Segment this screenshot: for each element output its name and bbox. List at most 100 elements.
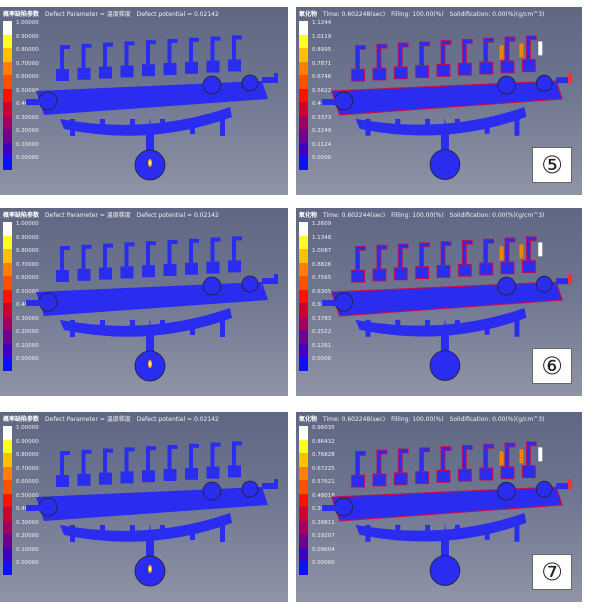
legend-label: 0.6305 (312, 288, 332, 295)
legend-swatch (299, 115, 308, 129)
legend-label: 1.1348 (312, 234, 332, 241)
legend-swatch (3, 48, 12, 62)
panel-info-text: Filling: 100.00(%) (391, 11, 444, 18)
legend-swatch (3, 520, 12, 534)
figure-number-badge: ⑤ (532, 147, 572, 183)
legend-swatch (299, 21, 308, 35)
legend-swatch (3, 142, 12, 156)
legend-swatch (3, 561, 12, 575)
legend-swatch (299, 235, 308, 249)
figure-number-badge: ⑦ (532, 554, 572, 590)
defect-panel-1: 概率缺陷参数 Defect Parameter = 温度梯度 Defect pote… (0, 7, 288, 195)
legend-label: 0.20000 (16, 533, 39, 539)
legend-label: 0.30000 (16, 114, 39, 121)
legend-swatch (3, 289, 12, 303)
legend-swatch (3, 480, 12, 494)
legend-label: 0.70000 (16, 60, 39, 67)
legend-swatch (299, 129, 308, 143)
legend-label: 0.90000 (16, 33, 39, 40)
panel-info-text: Filling: 100.00(%) (391, 212, 444, 219)
panel-info-text: Defect potential = 0.02142 (136, 416, 219, 423)
legend-label: 0.09604 (312, 546, 335, 553)
legend-swatch (299, 466, 308, 480)
legend-swatch (3, 466, 12, 480)
panel-info-text: Defect potential = 0.02142 (136, 11, 219, 18)
legend-label: 0.60000 (16, 275, 39, 281)
legend-swatch (299, 262, 308, 276)
legend-label: 0.1124 (312, 141, 332, 148)
legend-swatch (299, 520, 308, 534)
legend-swatch (3, 439, 12, 453)
legend-label: 0.30000 (16, 315, 39, 322)
legend-swatch (299, 561, 308, 575)
legend-label: 0.7871 (312, 60, 332, 67)
legend-swatch (299, 534, 308, 548)
legend-label: 0.60000 (16, 74, 39, 80)
legend-label: 0.60000 (16, 479, 39, 485)
legend-label: 1.0087 (312, 248, 332, 254)
legend-swatch (299, 493, 308, 507)
legend-swatch (299, 480, 308, 494)
legend-swatch (3, 507, 12, 521)
legend-label: 0.86432 (312, 438, 335, 445)
legend-swatch (3, 235, 12, 249)
legend-swatch (299, 102, 308, 116)
legend-swatch (3, 262, 12, 276)
legend-label: 1.00000 (16, 221, 39, 227)
panel-title: 概率缺陷参数 (3, 416, 40, 423)
legend-label: 0.0000 (312, 155, 332, 161)
panel-header: 概率缺陷参数 Defect Parameter = 温度梯度 Defect pote… (3, 414, 225, 423)
legend-label: 0.50000 (16, 492, 39, 499)
legend-label: 0.70000 (16, 465, 39, 472)
panel-info-text: Defect Parameter = 温度梯度 (45, 11, 131, 18)
legend-label: 0.80000 (16, 47, 39, 53)
legend-swatch (299, 249, 308, 263)
panel-info-text: Time: 0.602248(sec) (323, 416, 386, 423)
legend-label: 0.28811 (312, 519, 335, 526)
casting-model-view (321, 441, 573, 586)
legend-label: 1.1244 (312, 20, 332, 26)
oxide-panel-1: 氧化物 Time: 0.602248(sec) Filling: 100.00(%)… (296, 7, 582, 195)
defect-panel-2: 概率缺陷参数 Defect Parameter = 温度梯度 Defect pote… (0, 208, 288, 396)
legend-swatch (3, 493, 12, 507)
casting-model-view (26, 35, 278, 181)
legend-label: 0.00000 (16, 560, 39, 566)
legend-swatch (299, 547, 308, 561)
legend-label: 0.19207 (312, 533, 335, 539)
legend-swatch (3, 303, 12, 317)
casting-model-view (26, 236, 278, 382)
legend-label: 1.0119 (312, 33, 332, 40)
legend-swatch (3, 21, 12, 35)
panel-info-text: Time: 0.602248(sec) (323, 11, 386, 18)
legend-swatch (3, 453, 12, 467)
panel-title: 概率缺陷参数 (3, 212, 40, 219)
legend-label: 0.76828 (312, 452, 335, 458)
legend-swatch (3, 547, 12, 561)
legend-swatch (3, 343, 12, 357)
panel-header: 氧化物 Time: 0.602248(sec) Filling: 100.00(%)… (299, 414, 550, 423)
legend-label: 0.10000 (16, 546, 39, 553)
panel-title: 概率缺陷参数 (3, 11, 40, 18)
panel-info-text: Filling: 100.00(%) (391, 416, 444, 423)
casting-model-view (321, 236, 573, 381)
legend-swatch (299, 142, 308, 156)
legend-swatch (3, 222, 12, 236)
legend-swatch (299, 343, 308, 357)
legend-swatch (299, 303, 308, 317)
legend-label: 0.50000 (16, 288, 39, 295)
legend-label: 0.90000 (16, 438, 39, 445)
legend-label: 0.80000 (16, 452, 39, 458)
legend-label: 0.30000 (16, 519, 39, 526)
casting-model-view (321, 35, 573, 180)
legend-swatch (299, 439, 308, 453)
legend-label: 0.57621 (312, 479, 335, 485)
legend-label: 0.0000 (312, 356, 332, 362)
legend-swatch (3, 115, 12, 129)
legend-label: 0.8995 (312, 47, 332, 53)
legend-swatch (3, 88, 12, 102)
panel-info-text: Solidification: 0.00(%)(g/cm^3) (449, 11, 545, 18)
legend-label: 0.3783 (312, 315, 332, 322)
legend-label: 0.2249 (312, 128, 332, 134)
legend-swatch (299, 222, 308, 236)
panel-info-text: Defect Parameter = 温度梯度 (45, 416, 131, 423)
